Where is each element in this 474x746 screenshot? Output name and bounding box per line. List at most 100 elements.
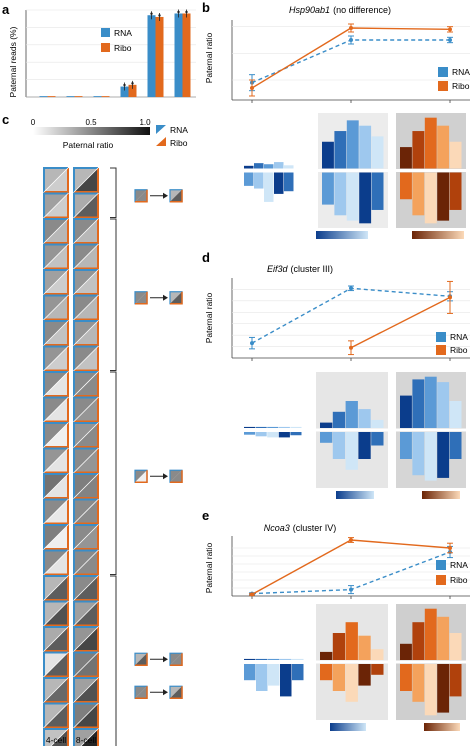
cell-border-ribo xyxy=(74,372,99,397)
snp-bar-down-e xyxy=(292,664,304,681)
legend-b-swatch-ribo xyxy=(438,81,448,91)
cell-diagonal xyxy=(73,703,99,728)
snp-bar-down-b xyxy=(254,172,264,189)
legend-d-swatch-ribo xyxy=(436,345,446,355)
cell-border-rna xyxy=(73,498,98,524)
legend-d-rna: RNA xyxy=(450,332,468,342)
snp-ribo-colorbar-e xyxy=(424,723,460,731)
panel-d: d Eif3d (cluster III) Paternal ratio RNA … xyxy=(202,250,470,499)
scale-tick-05: 0.5 xyxy=(85,118,97,127)
cell-border-rna xyxy=(73,371,98,396)
snp-bar-down-e xyxy=(358,664,371,686)
snp-bar-down-b xyxy=(400,172,412,200)
cell-border-ribo xyxy=(74,295,99,321)
snp-bar-down-d xyxy=(267,432,279,438)
cell-border-rna xyxy=(43,345,68,371)
cell-diagonal xyxy=(43,677,69,703)
datapoint-ribo-b xyxy=(349,26,353,30)
cell-border-rna xyxy=(73,345,98,371)
snp-bar-down-b xyxy=(412,172,425,216)
bar-rna-GV xyxy=(39,96,48,97)
snp-bar-up-e xyxy=(424,608,437,660)
snp-bar-up-d xyxy=(371,419,384,428)
snp-bar-down-d xyxy=(255,432,267,437)
cell-border-rna xyxy=(73,677,98,702)
snp-bar-up-e xyxy=(412,622,425,660)
cell-border-rna xyxy=(43,269,68,294)
panel-e-title: Ncoa3 (cluster IV) xyxy=(264,523,337,533)
icon-border-ribo-from xyxy=(135,189,148,203)
icon-ribo-to xyxy=(170,189,182,202)
cell-border-rna xyxy=(43,218,68,243)
snp-bar-down-d xyxy=(424,432,437,481)
datapoint-a xyxy=(177,10,180,14)
snp-bar-down-e xyxy=(268,664,280,686)
snp-bar-up-b xyxy=(359,125,372,169)
cell-diagonal xyxy=(43,269,69,295)
cell-border-ribo xyxy=(74,193,99,219)
bar-rna-2-cell xyxy=(120,86,129,97)
cell-border-rna xyxy=(73,167,98,192)
cell-diagonal xyxy=(73,193,99,218)
snp-bar-down-e xyxy=(244,664,256,681)
cell-border-rna xyxy=(43,243,68,269)
cell-border-ribo xyxy=(74,244,99,270)
paternal-ratio-scalebar xyxy=(33,127,150,135)
snp-bar-down-d xyxy=(437,432,450,478)
arrow-head xyxy=(163,656,168,663)
panel-d-gene: Eif3d xyxy=(267,264,289,274)
cell-border-ribo xyxy=(74,321,99,346)
cell-border-ribo xyxy=(44,321,69,346)
cell-diagonal xyxy=(43,499,69,524)
panel-d-note: (cluster III) xyxy=(291,264,334,274)
snp-rna-colorbar-b xyxy=(316,231,368,239)
datapoint-rna-e xyxy=(349,587,353,592)
snp-bar-up-e xyxy=(280,658,292,660)
cell-border-ribo xyxy=(74,550,99,576)
snp-bar-down-e xyxy=(320,664,333,681)
snp-bar-down-b xyxy=(264,172,274,202)
snp-bar-up-d xyxy=(400,395,412,428)
bracket-3 xyxy=(110,575,117,746)
snp-bar-down-d xyxy=(449,432,462,459)
cell-diagonal xyxy=(73,269,99,295)
snp-bar-up-b xyxy=(274,162,284,169)
snp-panel-e xyxy=(240,604,466,731)
panel-e-letter: e xyxy=(202,508,209,523)
snp-bar-down-e xyxy=(437,664,450,713)
cell-diagonal xyxy=(80,728,99,746)
cell-diagonal xyxy=(43,320,69,346)
snp-bar-up-b xyxy=(264,164,274,169)
panel-e-ylabel: Paternal ratio xyxy=(204,542,214,593)
icon-ribo-from xyxy=(135,291,147,304)
icon-border-ribo-from xyxy=(135,653,148,666)
cell-border-ribo xyxy=(44,499,69,525)
snp-bar-up-b xyxy=(437,125,450,169)
snp-bar-down-b xyxy=(437,172,450,221)
snp-bar-down-b xyxy=(322,172,334,205)
stage-label-8cell: 8-cell xyxy=(76,735,96,745)
snp-rna-colorbar-d xyxy=(336,491,374,499)
legend-swatch-ribo xyxy=(101,43,110,52)
cell-border-rna xyxy=(43,167,68,192)
legend-b: RNA Ribo xyxy=(438,67,470,91)
cell-diagonal xyxy=(43,652,69,677)
panel-b-ylabel: Paternal ratio xyxy=(204,32,214,83)
cell-diagonal xyxy=(43,473,69,499)
snp-bar-up-d xyxy=(437,382,450,428)
legend-tri-rna xyxy=(156,125,166,134)
cell-border-ribo xyxy=(44,576,69,601)
snp-bar-up-d xyxy=(449,401,462,428)
cell-border-ribo xyxy=(44,448,69,474)
cell-border-rna xyxy=(73,626,98,651)
cell-border-rna xyxy=(43,396,68,422)
snp-bar-up-b xyxy=(371,136,384,169)
cell-border-ribo xyxy=(74,168,99,193)
cell-diagonal xyxy=(43,601,69,626)
snp-bar-up-d xyxy=(278,426,290,428)
cell-border-rna xyxy=(73,473,98,498)
snp-bar-down-b xyxy=(274,172,284,194)
cell-diagonal xyxy=(43,244,69,269)
cell-border-rna xyxy=(43,294,68,320)
panel-e-gene: Ncoa3 xyxy=(264,523,290,533)
